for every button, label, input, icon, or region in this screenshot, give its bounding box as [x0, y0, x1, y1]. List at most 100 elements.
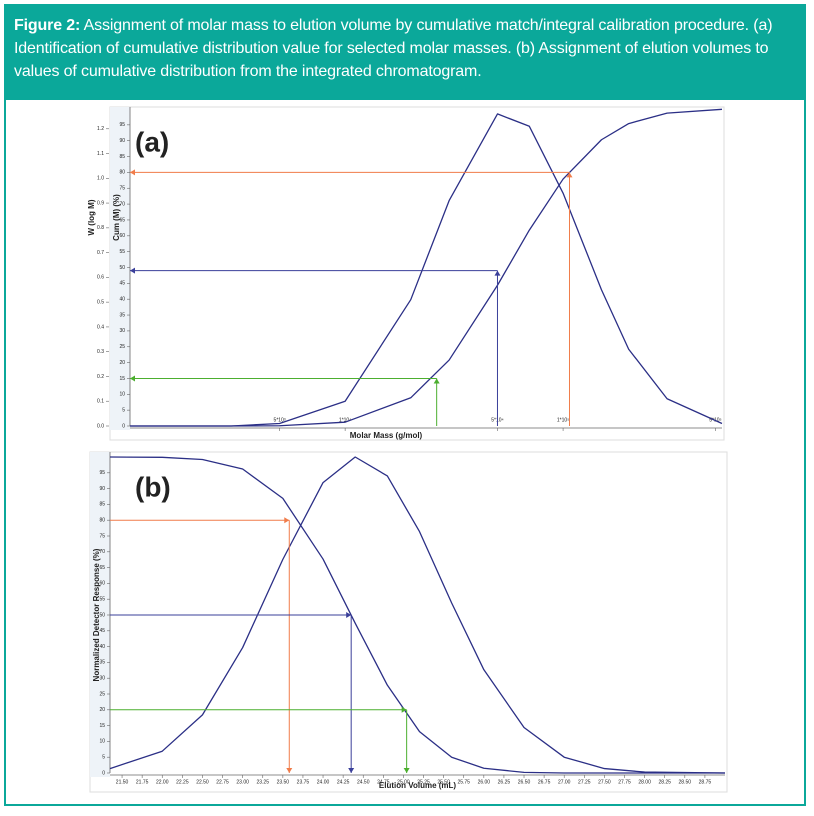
x-tick-label: 22.75 [216, 779, 229, 785]
arrowhead [403, 768, 410, 773]
arrowhead [566, 172, 573, 178]
arrowhead [494, 270, 501, 276]
x-tick-label: 27.75 [618, 779, 631, 785]
arrowhead [401, 706, 407, 713]
y-tick-label: 10 [99, 739, 105, 745]
x-tick-label: 27.00 [558, 779, 571, 785]
y-tick-label: 40 [119, 297, 125, 303]
x-tick-label: 23.50 [277, 779, 290, 785]
y2-tick-label: 0.4 [97, 324, 104, 330]
arrowhead [348, 768, 355, 773]
x-tick-label: 1*10⁴ [339, 417, 351, 423]
x-tick-label: 25.00 [397, 779, 410, 785]
x-tick-label: 23.75 [297, 779, 310, 785]
y2-tick-label: 0.8 [97, 225, 104, 231]
plot-frame [109, 106, 725, 441]
x-tick-label: 25.25 [417, 779, 430, 785]
y2-tick-label: 0.5 [97, 299, 104, 305]
y-tick-label: 35 [99, 660, 105, 666]
y-tick-label: 90 [119, 138, 125, 144]
y-tick-label: 0 [102, 770, 105, 776]
panel-label: (b) [135, 471, 171, 502]
y-tick-label: 0 [122, 423, 125, 429]
curve [109, 456, 726, 774]
x-tick-label: 26.00 [478, 779, 491, 785]
arrowhead [286, 768, 293, 773]
x-tick-label: 23.25 [256, 779, 269, 785]
curve [130, 113, 723, 427]
x-tick-label: 22.25 [176, 779, 189, 785]
y-tick-label: 85 [119, 154, 125, 160]
y2-tick-label: 0.6 [97, 275, 104, 281]
y-tick-label: 35 [119, 312, 125, 318]
y-tick-label: 70 [99, 549, 105, 555]
x-tick-label: 1*10⁵ [557, 417, 569, 423]
y-tick-label: 50 [99, 612, 105, 618]
y-tick-label: 80 [99, 518, 105, 524]
y-tick-label: 20 [99, 707, 105, 713]
y2-tick-label: 1.2 [97, 126, 104, 132]
y-tick-label: 65 [99, 565, 105, 571]
y2-axis-title: W (log M) [87, 199, 96, 235]
x-tick-label: 26.50 [518, 779, 531, 785]
x-tick-label: 27.25 [578, 779, 591, 785]
y-tick-label: 90 [99, 486, 105, 492]
y-tick-label: 25 [99, 691, 105, 697]
axis-strip [110, 107, 130, 430]
y-tick-label: 95 [119, 122, 125, 128]
y2-tick-label: 0.2 [97, 374, 104, 380]
x-tick-label: 22.50 [196, 779, 209, 785]
x-tick-label: 22.00 [156, 779, 169, 785]
y2-tick-label: 0.7 [97, 250, 104, 256]
y2-tick-label: 0.0 [97, 423, 104, 429]
x-tick-label: 28.75 [699, 779, 712, 785]
x-tick-label: 23.00 [236, 779, 249, 785]
x-tick-label: 28.50 [679, 779, 692, 785]
y-tick-label: 15 [119, 376, 125, 382]
x-tick-label: 21.50 [116, 779, 129, 785]
x-tick-label: 28.25 [658, 779, 671, 785]
arrowhead [130, 169, 135, 176]
x-tick-label: 25.75 [457, 779, 470, 785]
x-tick-label: 28.00 [638, 779, 651, 785]
x-tick-label: 24.75 [377, 779, 390, 785]
y-tick-label: 60 [119, 233, 125, 239]
arrowhead [346, 612, 352, 618]
y-tick-label: 45 [119, 281, 125, 287]
y-tick-label: 20 [119, 360, 125, 366]
y-tick-label: 85 [99, 502, 105, 508]
y-tick-label: 95 [99, 470, 105, 476]
y-tick-label: 50 [119, 265, 125, 271]
caption: Figure 2: Assignment of molar mass to el… [4, 4, 806, 100]
arrowhead [130, 375, 135, 382]
x-tick-label: 27.50 [598, 779, 611, 785]
x-tick-label: 26.25 [498, 779, 511, 785]
y-tick-label: 30 [119, 328, 125, 334]
arrowhead [284, 517, 290, 524]
y2-tick-label: 0.3 [97, 349, 104, 355]
y2-tick-label: 1.0 [97, 176, 104, 182]
axis-strip [90, 452, 110, 777]
y-tick-label: 5 [122, 407, 125, 413]
panel-label: (a) [135, 126, 169, 157]
y-tick-label: 65 [119, 217, 125, 223]
x-tick-label: 24.50 [357, 779, 370, 785]
x-tick-label: 24.25 [337, 779, 350, 785]
arrowhead [433, 378, 440, 384]
x-axis-title: Molar Mass (g/mol) [350, 431, 423, 440]
y-tick-label: 75 [119, 186, 125, 192]
y-tick-label: 80 [119, 170, 125, 176]
y-tick-label: 55 [99, 597, 105, 603]
y-tick-label: 40 [99, 644, 105, 650]
caption-text: Assignment of molar mass to elution volu… [14, 17, 773, 80]
y-tick-label: 55 [119, 249, 125, 255]
y-tick-label: 25 [119, 344, 125, 350]
y2-tick-label: 1.1 [97, 151, 104, 157]
x-tick-label: 21.75 [136, 779, 149, 785]
y-axis-title: Cum (M) (%) [112, 194, 121, 241]
y2-tick-label: 0.9 [97, 200, 104, 206]
arrowhead [130, 267, 135, 274]
y-tick-label: 5 [102, 755, 105, 761]
plot-frame [89, 451, 728, 793]
